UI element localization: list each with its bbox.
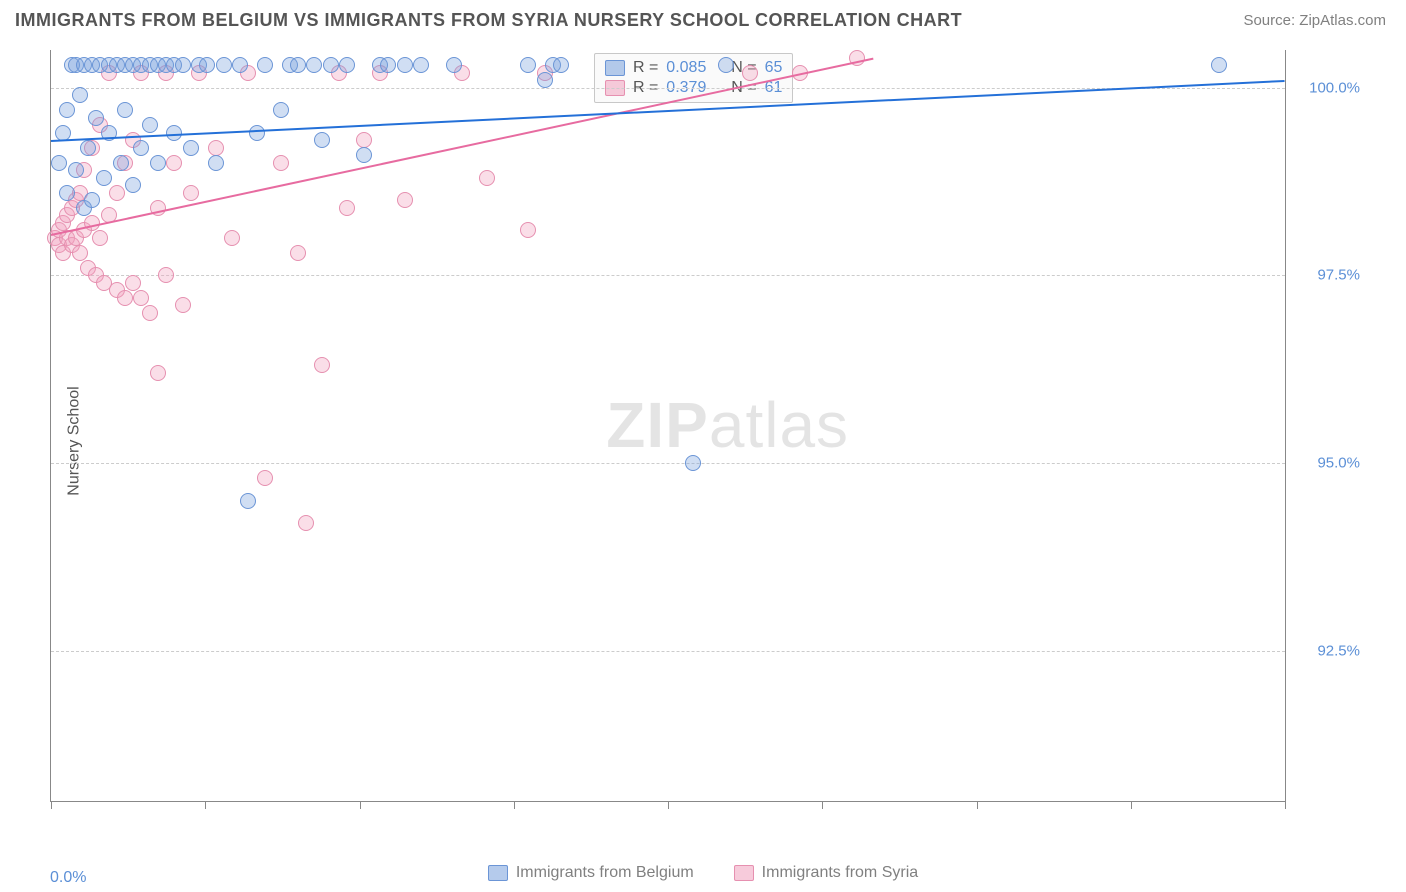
chart-title: IMMIGRANTS FROM BELGIUM VS IMMIGRANTS FR… [15, 10, 962, 31]
point-belgium [446, 57, 462, 73]
y-tick-label: 92.5% [1317, 642, 1360, 659]
point-belgium [413, 57, 429, 73]
point-belgium [133, 140, 149, 156]
point-belgium [290, 57, 306, 73]
point-syria [290, 245, 306, 261]
point-syria [208, 140, 224, 156]
point-syria [158, 267, 174, 283]
point-belgium [323, 57, 339, 73]
point-belgium [257, 57, 273, 73]
point-belgium [314, 132, 330, 148]
point-belgium [125, 177, 141, 193]
point-syria [273, 155, 289, 171]
x-tick [1131, 801, 1132, 809]
point-belgium [520, 57, 536, 73]
point-belgium [240, 493, 256, 509]
point-belgium [685, 455, 701, 471]
point-belgium [80, 140, 96, 156]
point-syria [109, 185, 125, 201]
point-syria [397, 192, 413, 208]
point-belgium [96, 170, 112, 186]
point-syria [142, 305, 158, 321]
point-belgium [397, 57, 413, 73]
point-belgium [51, 155, 67, 171]
watermark: ZIPatlas [606, 388, 849, 462]
point-belgium [216, 57, 232, 73]
point-syria [175, 297, 191, 313]
x-tick [668, 801, 669, 809]
legend-swatch-pink-icon [734, 865, 754, 881]
point-belgium [142, 117, 158, 133]
y-tick-label: 100.0% [1309, 79, 1360, 96]
chart-area: Nursery School ZIPatlas R = 0.085 N = 65… [50, 50, 1376, 832]
legend-item-pink: Immigrants from Syria [734, 864, 918, 882]
point-belgium [88, 110, 104, 126]
point-belgium [59, 102, 75, 118]
point-syria [520, 222, 536, 238]
x-tick [822, 801, 823, 809]
x-tick [1285, 801, 1286, 809]
chart-source: Source: ZipAtlas.com [1243, 12, 1386, 29]
point-belgium [166, 125, 182, 141]
y-tick-label: 97.5% [1317, 267, 1360, 284]
grid-line [51, 463, 1285, 464]
point-belgium [117, 102, 133, 118]
point-syria [92, 230, 108, 246]
point-belgium [232, 57, 248, 73]
swatch-blue-icon [605, 60, 625, 76]
x-tick [360, 801, 361, 809]
point-syria [117, 290, 133, 306]
point-syria [183, 185, 199, 201]
point-syria [166, 155, 182, 171]
plot-region: ZIPatlas R = 0.085 N = 65 R = 0.379 N = … [50, 50, 1286, 802]
point-syria [339, 200, 355, 216]
point-syria [72, 245, 88, 261]
point-belgium [249, 125, 265, 141]
x-tick [977, 801, 978, 809]
point-belgium [113, 155, 129, 171]
regression-line-syria [51, 58, 874, 236]
y-tick-label: 95.0% [1317, 455, 1360, 472]
grid-line [51, 275, 1285, 276]
series-legend: Immigrants from Belgium Immigrants from … [0, 864, 1406, 882]
point-belgium [199, 57, 215, 73]
point-belgium [273, 102, 289, 118]
point-syria [314, 357, 330, 373]
point-syria [125, 275, 141, 291]
x-tick [514, 801, 515, 809]
point-belgium [339, 57, 355, 73]
point-belgium [1211, 57, 1227, 73]
grid-line [51, 651, 1285, 652]
legend-item-blue: Immigrants from Belgium [488, 864, 694, 882]
point-belgium [306, 57, 322, 73]
point-syria [742, 65, 758, 81]
point-belgium [537, 72, 553, 88]
legend-swatch-blue-icon [488, 865, 508, 881]
point-belgium [84, 192, 100, 208]
point-syria [224, 230, 240, 246]
point-syria [298, 515, 314, 531]
point-belgium [208, 155, 224, 171]
chart-header: IMMIGRANTS FROM BELGIUM VS IMMIGRANTS FR… [0, 0, 1406, 36]
point-belgium [59, 185, 75, 201]
point-belgium [150, 155, 166, 171]
point-syria [356, 132, 372, 148]
point-belgium [175, 57, 191, 73]
point-belgium [183, 140, 199, 156]
point-syria [133, 290, 149, 306]
point-belgium [718, 57, 734, 73]
point-belgium [380, 57, 396, 73]
point-belgium [68, 162, 84, 178]
point-belgium [72, 87, 88, 103]
point-belgium [553, 57, 569, 73]
x-tick [205, 801, 206, 809]
point-syria [479, 170, 495, 186]
point-syria [150, 365, 166, 381]
point-belgium [356, 147, 372, 163]
x-tick [51, 801, 52, 809]
point-syria [257, 470, 273, 486]
